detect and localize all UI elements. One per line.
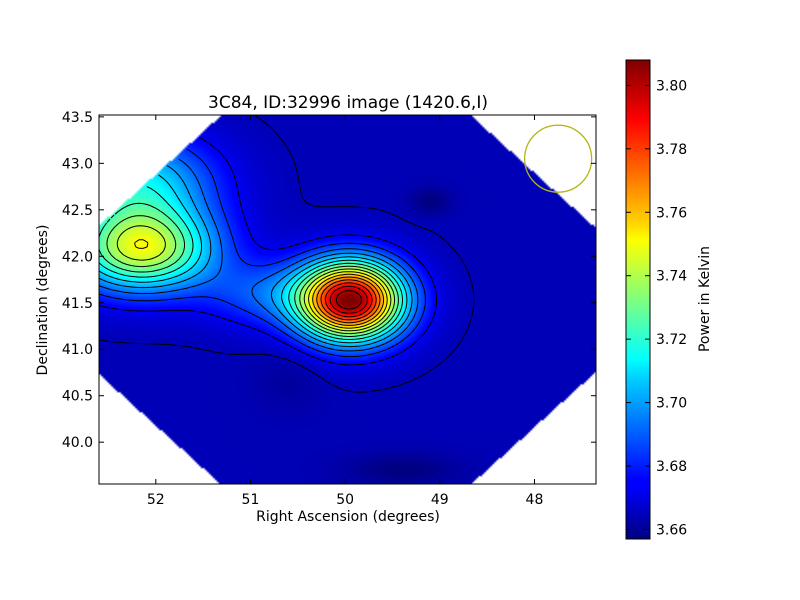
x-tick-label: 49 <box>431 492 449 508</box>
y-tick-label: 41.0 <box>62 342 93 358</box>
colorbar-tick-label: 3.74 <box>656 269 687 285</box>
colorbar-tick-label: 3.80 <box>656 78 687 94</box>
colorbar-tick-label: 3.76 <box>656 205 687 221</box>
y-tick-label: 42.0 <box>62 249 93 265</box>
contour-line <box>99 202 399 337</box>
colorbar-bar <box>625 59 651 540</box>
y-tick-label: 42.5 <box>62 203 93 219</box>
x-tick-label: 51 <box>242 492 260 508</box>
y-axis: 40.0 40.5 41.0 41.5 42.0 42.5 43.0 43.5 <box>62 110 596 451</box>
colorbar-tick-label: 3.66 <box>656 522 687 538</box>
colorbar-tick-label: 3.68 <box>656 459 687 475</box>
x-tick-label: 52 <box>147 492 165 508</box>
x-tick-label: 50 <box>336 492 354 508</box>
colorbar-tick-label: 3.78 <box>656 142 687 158</box>
colorbar-title: Power in Kelvin <box>697 246 713 352</box>
contour-line <box>99 174 408 344</box>
contour-line <box>99 186 403 340</box>
contour-line <box>324 282 373 318</box>
colorbar-ticks: 3.66 3.68 3.70 3.72 3.74 3.76 3.78 3.80 <box>626 78 687 538</box>
contour-line <box>329 285 368 314</box>
colorbar-tick-label: 3.70 <box>656 396 687 412</box>
plot-frame <box>98 114 597 485</box>
contour-lines <box>99 115 475 393</box>
contour-line <box>320 279 377 321</box>
contour-line <box>99 165 413 348</box>
contour-line <box>316 276 381 324</box>
contour-line <box>99 148 426 358</box>
contour-line <box>106 215 396 335</box>
x-axis: 52 51 50 49 48 <box>147 115 543 508</box>
contour-line <box>99 158 419 352</box>
colorbar: 3.66 3.68 3.70 3.72 3.74 3.76 3.78 3.80 Power i… <box>625 59 713 540</box>
y-tick-label: 43.0 <box>62 156 93 172</box>
y-tick-label: 40.5 <box>62 389 93 405</box>
y-tick-label: 41.5 <box>62 296 93 312</box>
y-axis-title: Declination (degrees) <box>35 225 51 376</box>
contour-line <box>312 273 385 326</box>
contour-line <box>99 136 437 366</box>
x-axis-title: Right Ascension (degrees) <box>256 509 440 525</box>
contour-line <box>335 290 363 310</box>
x-tick-label: 48 <box>526 492 544 508</box>
colorbar-tick-label: 3.72 <box>656 332 687 348</box>
contour-line <box>116 225 392 332</box>
heatmap-image <box>99 115 596 484</box>
y-tick-label: 43.5 <box>62 110 93 126</box>
contour-line <box>134 239 388 329</box>
beam-circle <box>523 124 593 193</box>
plot-title: 3C84, ID:32996 image (1420.6,I) <box>208 93 488 113</box>
plot-area <box>98 114 597 485</box>
y-tick-label: 40.0 <box>62 435 93 451</box>
